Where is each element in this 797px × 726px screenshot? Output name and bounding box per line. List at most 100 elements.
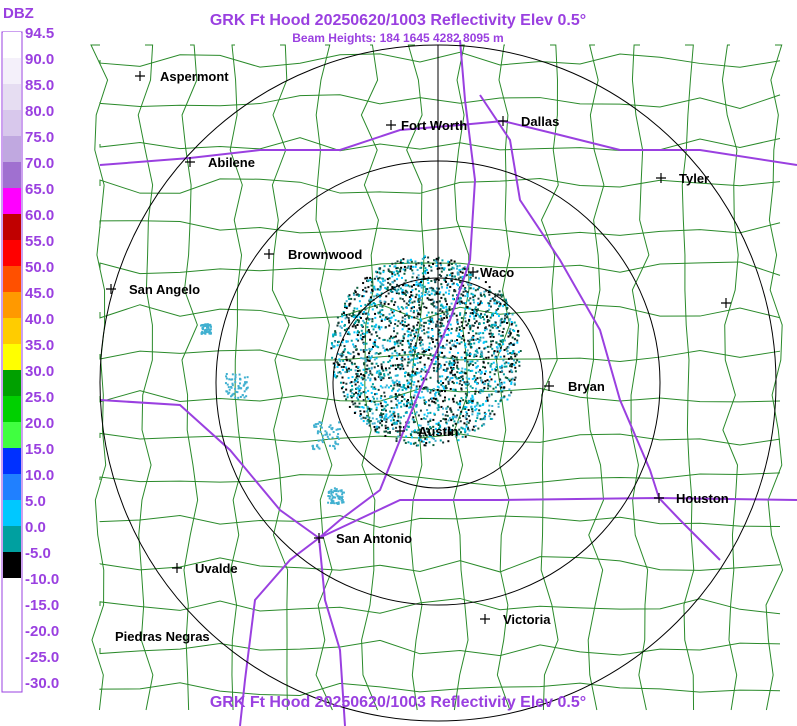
echo [343,349,346,352]
echo [346,340,349,343]
echo [448,274,451,277]
colorbar-segment [3,422,21,448]
echo [394,287,397,290]
echo [502,373,505,376]
echo [385,295,388,298]
echo [404,372,407,375]
echo [400,399,403,402]
echo [452,343,455,346]
echo [392,412,395,415]
echo [492,387,495,390]
echo [356,386,359,389]
echo [412,306,415,309]
echo [209,325,212,328]
echo [438,367,441,370]
echo [418,385,421,388]
echo [479,301,482,304]
echo [451,374,454,377]
echo [466,433,469,436]
echo [380,416,383,419]
echo [399,297,402,300]
echo [402,261,405,264]
echo [373,287,376,290]
echo [379,299,382,302]
echo [466,426,469,429]
echo [205,326,208,329]
echo [399,310,402,313]
echo [442,417,445,420]
echo [424,291,427,294]
echo [434,439,437,442]
echo [430,427,433,430]
echo [458,428,461,431]
echo [489,299,492,302]
echo [371,278,374,281]
echo [481,418,484,421]
echo [378,276,381,279]
echo [471,400,474,403]
echo [484,370,487,373]
echo [344,371,347,374]
echo [373,295,376,298]
echo [415,283,418,286]
echo [465,394,468,397]
echo [422,256,425,259]
echo [368,352,371,355]
echo [445,305,448,308]
colorbar-label: -30.0 [25,675,59,692]
echo [489,335,492,338]
echo [382,314,385,317]
echo [473,353,476,356]
echo [463,268,466,271]
echo [415,403,418,406]
echo [332,500,335,503]
colorbar-label: -25.0 [25,649,59,666]
echo [382,346,385,349]
echo [431,298,434,301]
echo [413,420,416,423]
echo [415,431,418,434]
echo [511,343,514,346]
echo [352,314,355,317]
echo [430,302,433,305]
echo [432,366,435,369]
echo [420,261,423,264]
echo [459,297,462,300]
echo [370,303,373,306]
echo [452,388,455,391]
echo [509,352,512,355]
echo [483,318,486,321]
echo [511,322,514,325]
echo [411,306,414,309]
echo [422,426,425,429]
echo [464,320,467,323]
echo [458,328,461,331]
echo [475,387,478,390]
echo [427,357,430,360]
echo [349,381,352,384]
echo [375,362,378,365]
echo [476,308,479,311]
echo [392,271,395,274]
echo [420,292,423,295]
echo [378,369,381,372]
echo [476,377,479,380]
echo [417,444,420,447]
echo [336,495,339,498]
echo [417,333,420,336]
echo [207,323,210,326]
echo [421,257,424,260]
echo [391,416,394,419]
echo [431,437,434,440]
echo [461,275,464,278]
echo [435,370,438,373]
echo [377,431,380,434]
echo [388,317,391,320]
echo [246,376,249,379]
echo [491,417,494,420]
echo [483,347,486,350]
echo [362,368,365,371]
echo [388,265,391,268]
echo [446,367,449,370]
echo [336,316,339,319]
